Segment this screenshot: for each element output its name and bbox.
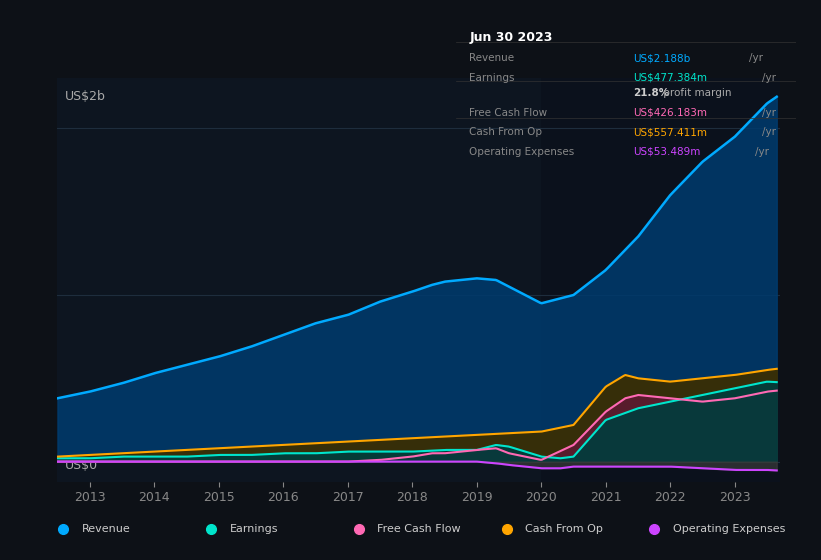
Text: /yr: /yr [762, 108, 776, 118]
Text: profit margin: profit margin [660, 88, 732, 98]
Text: US$0: US$0 [65, 459, 98, 472]
Text: US$557.411m: US$557.411m [633, 128, 707, 137]
Text: Free Cash Flow: Free Cash Flow [378, 524, 461, 534]
Text: Earnings: Earnings [470, 73, 515, 83]
Text: US$2b: US$2b [65, 91, 106, 104]
Text: Jun 30 2023: Jun 30 2023 [470, 31, 553, 44]
Bar [541, 78, 780, 482]
Text: 21.8%: 21.8% [633, 88, 669, 98]
Text: US$477.384m: US$477.384m [633, 73, 707, 83]
Text: /yr: /yr [762, 73, 776, 83]
Text: /yr: /yr [755, 147, 769, 157]
Text: US$2.188b: US$2.188b [633, 53, 690, 63]
Text: Revenue: Revenue [82, 524, 131, 534]
Text: Revenue: Revenue [470, 53, 515, 63]
Text: US$53.489m: US$53.489m [633, 147, 700, 157]
Text: Cash From Op: Cash From Op [470, 128, 543, 137]
Text: Free Cash Flow: Free Cash Flow [470, 108, 548, 118]
Text: Cash From Op: Cash From Op [525, 524, 603, 534]
Text: /yr: /yr [762, 128, 776, 137]
Text: Operating Expenses: Operating Expenses [470, 147, 575, 157]
Text: Operating Expenses: Operating Expenses [673, 524, 785, 534]
Text: US$426.183m: US$426.183m [633, 108, 707, 118]
Text: /yr: /yr [750, 53, 764, 63]
Text: Earnings: Earnings [230, 524, 278, 534]
